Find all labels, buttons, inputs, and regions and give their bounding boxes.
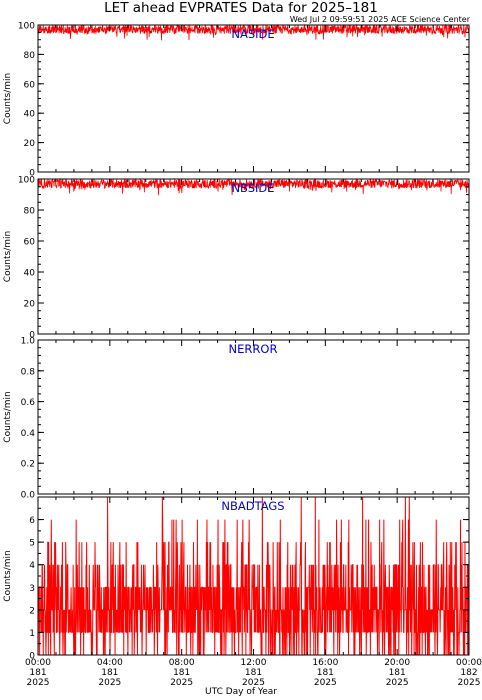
- x-tick-label: 2025: [386, 678, 409, 688]
- y-tick-label: 80: [24, 51, 36, 61]
- x-tick-label: 2025: [242, 678, 265, 688]
- y-tick-label: 0.0: [21, 491, 36, 501]
- x-tick-label: 182: [460, 668, 477, 678]
- x-axis-title: UTC Day of Year: [205, 687, 277, 697]
- x-tick-label: 04:00: [97, 658, 123, 668]
- y-axis-title: Counts/min: [3, 231, 13, 282]
- y-axis-title: Counts/min: [3, 73, 13, 124]
- panels: 020406080100Counts/minNASIDE020406080100…: [3, 22, 482, 689]
- x-tick-label: 181: [29, 668, 46, 678]
- panel-label: NASIDE: [231, 27, 274, 41]
- y-tick-label: 0.2: [21, 460, 35, 470]
- y-tick-label: 1.0: [21, 337, 36, 347]
- x-tick-label: 2025: [98, 678, 121, 688]
- series-line-nbadtags: [37, 496, 470, 656]
- y-tick-label: 3: [29, 584, 35, 594]
- y-tick-label: 60: [24, 80, 36, 90]
- panel-naside: 0 20 40 60 80 100 Counts/min NASIDE: [3, 22, 470, 179]
- y-tick-label: 0: [29, 169, 35, 179]
- plot-frame: [37, 339, 470, 495]
- x-tick-label: 181: [317, 668, 334, 678]
- y-axis-title: Counts/min: [3, 550, 13, 601]
- figure-title: LET ahead EVPRATES Data for 2025–181: [104, 0, 378, 16]
- panel-nbside: 0 20 40 60 80 100 Counts/min NBSIDE: [3, 176, 470, 341]
- x-tick-label: 00:00: [25, 658, 51, 668]
- panel-label: NBADTAGS: [221, 499, 284, 513]
- plot-frame: [37, 24, 470, 173]
- y-tick-label: 6: [29, 516, 35, 526]
- panel-nerror: 0.0 0.2 0.4 0.6 0.8 1.0 Counts/min NERROR: [3, 337, 470, 501]
- x-tick-label: 12:00: [241, 658, 267, 668]
- x-tick-label: 2025: [458, 678, 481, 688]
- y-tick-label: 100: [18, 176, 35, 186]
- panel-label: NBSIDE: [231, 181, 274, 195]
- y-tick-label: 2: [29, 606, 35, 616]
- y-tick-label: 60: [24, 238, 36, 248]
- x-tick-label: 20:00: [384, 658, 410, 668]
- y-tick-label: 4: [29, 561, 35, 571]
- y-tick-label: 0.6: [21, 398, 36, 408]
- y-tick-label: 0: [29, 331, 35, 341]
- y-tick-label: 40: [24, 269, 36, 279]
- x-tick-label: 2025: [314, 678, 337, 688]
- y-tick-label: 40: [24, 110, 36, 120]
- x-tick-label: 08:00: [169, 658, 195, 668]
- x-tick-label: 00:00: [456, 658, 482, 668]
- x-tick-label: 2025: [170, 678, 193, 688]
- y-tick-label: 100: [18, 22, 35, 32]
- y-tick-label: 5: [29, 539, 35, 549]
- y-tick-label: 0.8: [21, 367, 36, 377]
- y-tick-label: 1: [29, 629, 35, 639]
- generation-timestamp: Wed Jul 2 09:59:51 2025 ACE Science Cent…: [290, 15, 471, 24]
- y-tick-label: 0.4: [21, 429, 36, 439]
- x-tick-label: 181: [101, 668, 118, 678]
- x-tick-label: 16:00: [312, 658, 338, 668]
- y-tick-label: 20: [24, 139, 36, 149]
- y-tick-label: 20: [24, 300, 36, 310]
- y-tick-label: 80: [24, 207, 36, 217]
- panel-nbadtags: 0123456Counts/minNBADTAGS00:00181202504:…: [3, 496, 482, 688]
- y-axis-title: Counts/min: [3, 391, 13, 442]
- x-tick-label: 181: [245, 668, 262, 678]
- x-tick-label: 181: [173, 668, 190, 678]
- x-tick-label: 2025: [27, 678, 50, 688]
- panel-label: NERROR: [229, 342, 278, 356]
- y-tick-label: 0: [29, 652, 35, 662]
- plot-frame: [37, 178, 470, 335]
- x-tick-label: 181: [389, 668, 406, 678]
